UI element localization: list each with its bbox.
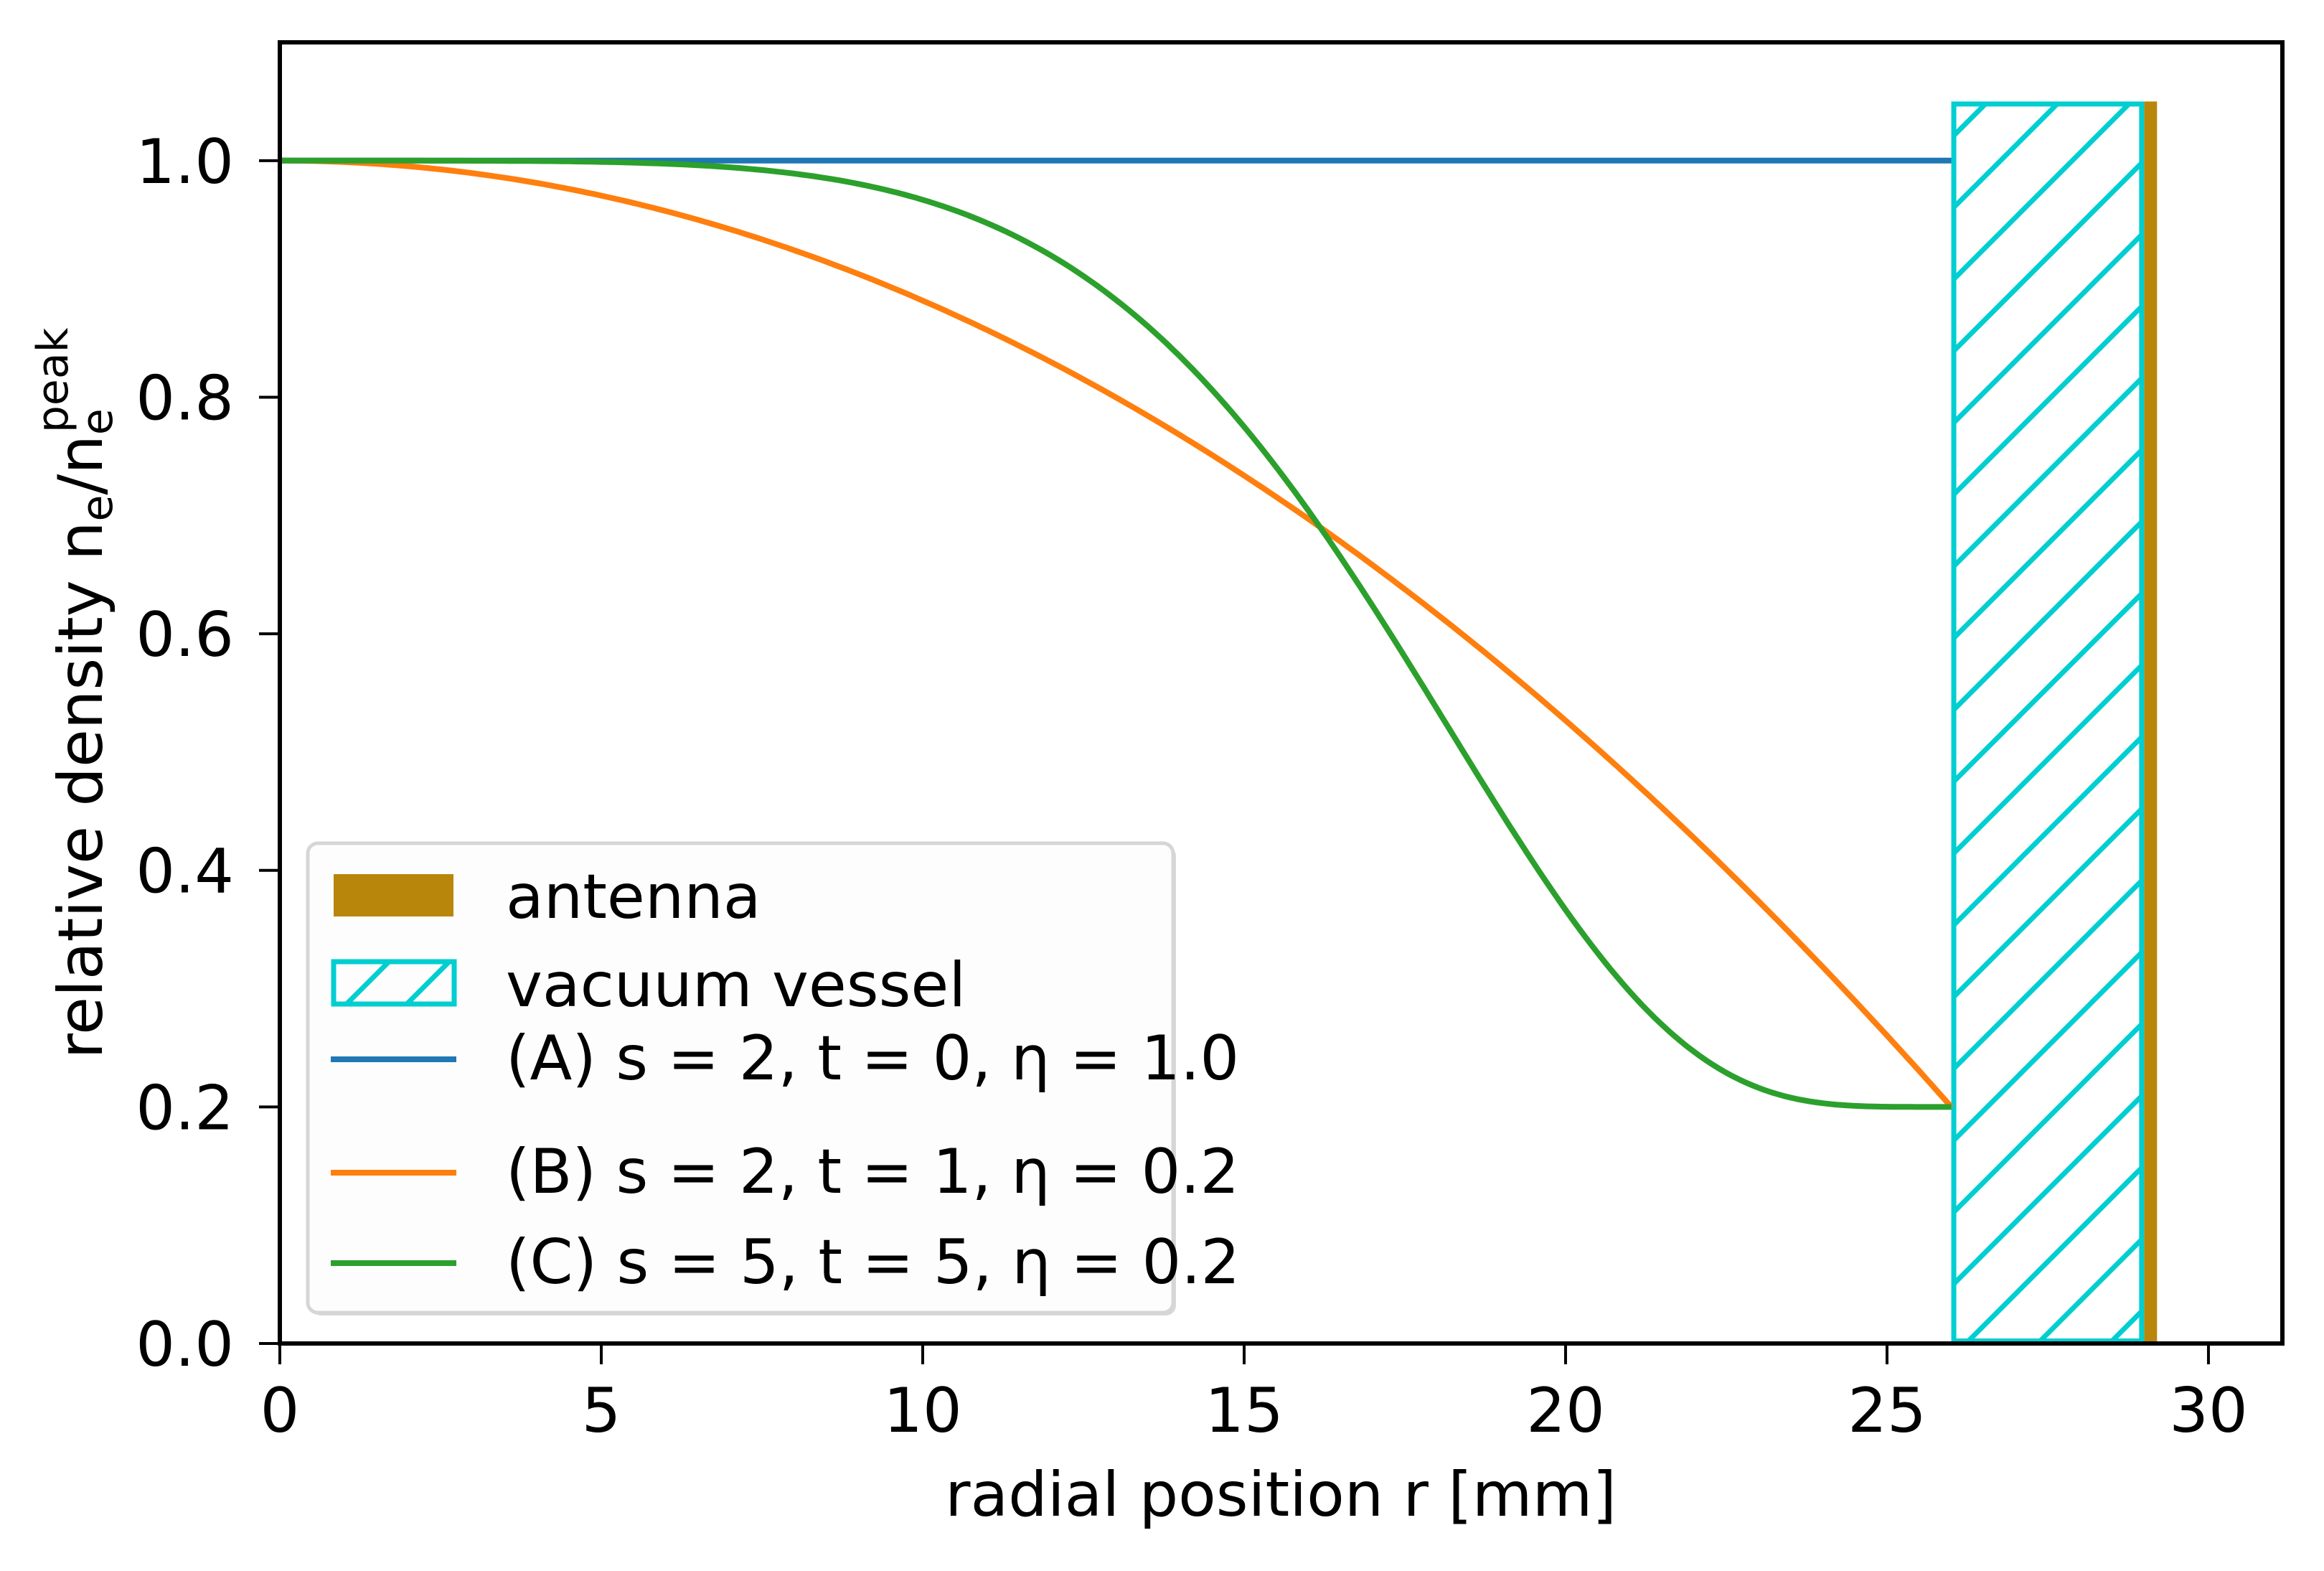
series-line-c [280,157,1952,1110]
x-axis-label: radial position r [mm] [945,1459,1617,1531]
y-tick-label: 0.6 [136,599,234,671]
regions-layer [1951,101,2158,1344]
legend-label-vacuum-vessel: vacuum vessel [506,949,966,1021]
y-axis-label-mid: /n [45,435,117,494]
y-tick-label: 0.8 [136,362,234,434]
y-axis-ticks: 0.0 0.2 0.4 0.6 0.8 1.0 [136,126,280,1381]
x-tick-label: 20 [1526,1375,1604,1447]
y-tick-label: 0.4 [136,836,234,908]
series-line-b [280,157,1954,1110]
x-tick-label: 25 [1848,1375,1926,1447]
legend-antenna-swatch [334,874,453,916]
y-tick-label: 0.0 [136,1309,234,1381]
legend-label-b: (B) s = 2, t = 1, η = 0.2 [506,1136,1239,1208]
y-axis-label-sub1: e [72,495,123,522]
y-axis-label-sub2: e [72,408,123,435]
x-tick-label: 15 [1205,1375,1283,1447]
legend-label-c: (C) s = 5, t = 5, η = 0.2 [506,1227,1240,1298]
plot-area [278,40,2285,1346]
y-axis-label-main: relative density n [45,521,117,1059]
legend-label-antenna: antenna [506,861,761,933]
series-layer [280,157,1954,1110]
legend-label-a: (A) s = 2, t = 0, η = 1.0 [506,1023,1239,1094]
antenna-region [2144,101,2158,1344]
x-tick-label: 0 [260,1375,300,1447]
x-axis-ticks: 0 5 10 15 20 25 30 [260,1343,2248,1447]
y-axis-label: relative density ne/nepeak [28,327,123,1059]
legend: antenna vacuum vessel (A) s = 2, t = 0, … [306,841,1240,1316]
x-tick-label: 30 [2169,1375,2247,1447]
legend-vessel-swatch [331,959,457,1007]
y-axis-label-sup: peak [28,327,78,433]
x-tick-label: 10 [883,1375,961,1447]
axes-frame [278,40,2285,1346]
vacuum-vessel-region [1951,101,2145,1344]
x-tick-label: 5 [582,1375,621,1447]
legend-box [306,841,1175,1315]
y-tick-label: 1.0 [136,126,234,198]
y-tick-label: 0.2 [136,1072,234,1144]
